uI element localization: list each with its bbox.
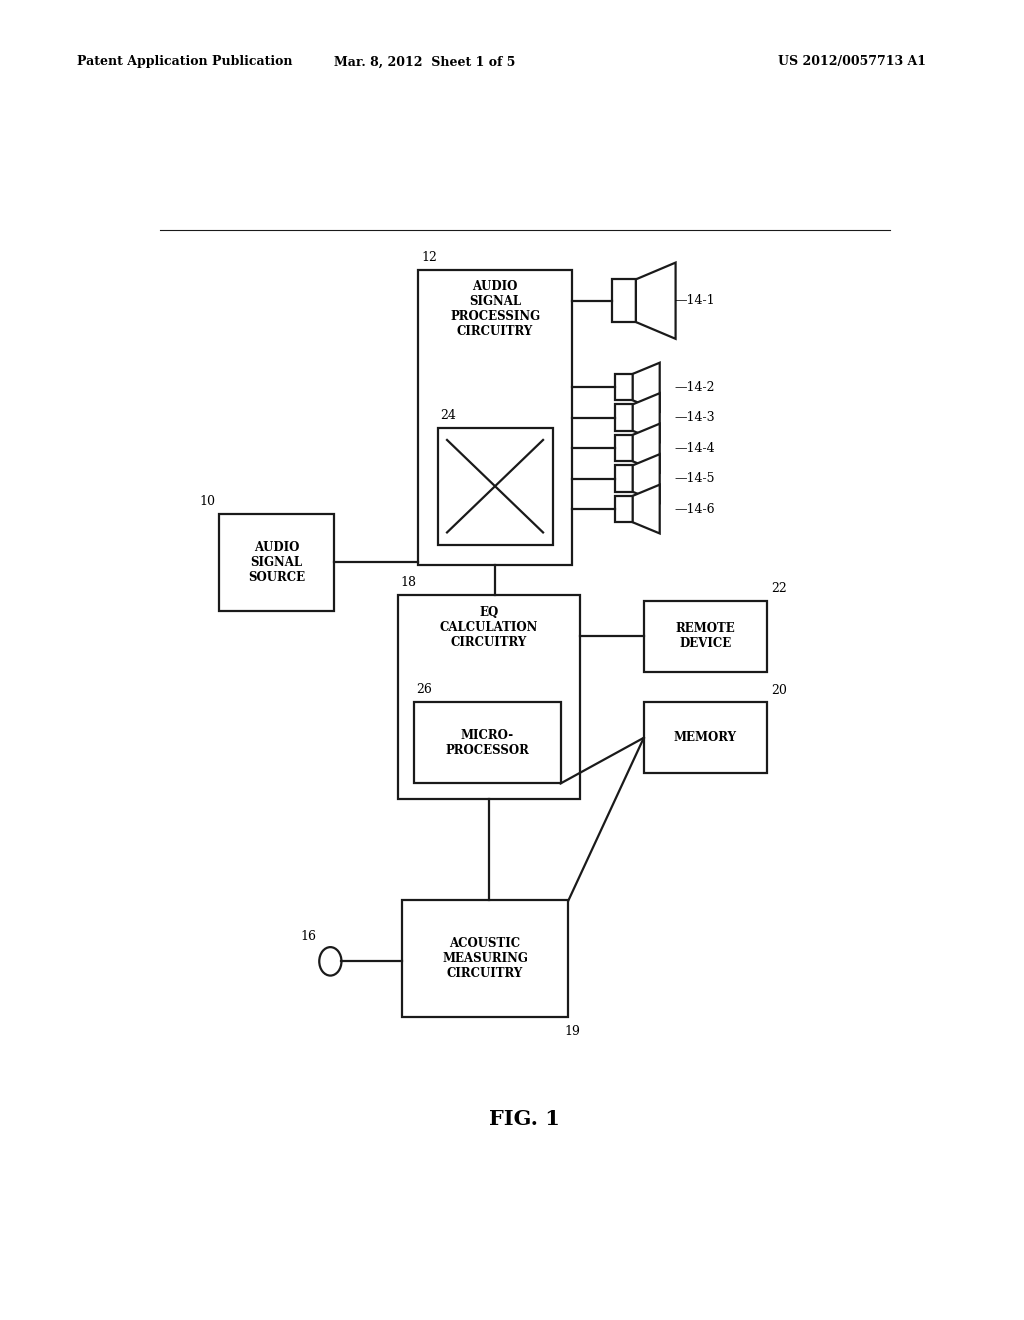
- Bar: [401, 900, 568, 1018]
- Text: Mar. 8, 2012  Sheet 1 of 5: Mar. 8, 2012 Sheet 1 of 5: [334, 55, 516, 69]
- Bar: [219, 515, 334, 611]
- Text: ACOUSTIC
MEASURING
CIRCUITRY: ACOUSTIC MEASURING CIRCUITRY: [442, 937, 528, 981]
- Text: —14-5: —14-5: [674, 473, 715, 484]
- Bar: [437, 428, 553, 545]
- Text: 16: 16: [300, 931, 316, 942]
- Bar: [644, 702, 767, 774]
- Bar: [644, 601, 767, 672]
- Polygon shape: [636, 263, 676, 339]
- Text: Patent Application Publication: Patent Application Publication: [77, 55, 292, 69]
- Text: MEMORY: MEMORY: [674, 731, 737, 744]
- Text: AUDIO
SIGNAL
PROCESSING
CIRCUITRY: AUDIO SIGNAL PROCESSING CIRCUITRY: [450, 280, 540, 338]
- Circle shape: [319, 948, 341, 975]
- Bar: [397, 595, 581, 799]
- Bar: [615, 466, 633, 492]
- Polygon shape: [633, 454, 659, 503]
- Text: 10: 10: [200, 495, 215, 508]
- Text: 20: 20: [771, 684, 786, 697]
- Text: 12: 12: [422, 251, 437, 264]
- Bar: [615, 496, 633, 523]
- Text: REMOTE
DEVICE: REMOTE DEVICE: [676, 622, 735, 651]
- Bar: [615, 404, 633, 430]
- Text: AUDIO
SIGNAL
SOURCE: AUDIO SIGNAL SOURCE: [248, 541, 305, 583]
- Text: MICRO-
PROCESSOR: MICRO- PROCESSOR: [445, 729, 529, 756]
- Text: —14-6: —14-6: [674, 503, 715, 516]
- Polygon shape: [633, 424, 659, 473]
- Text: —14-4: —14-4: [674, 442, 715, 454]
- Text: 22: 22: [771, 582, 786, 595]
- Bar: [615, 374, 633, 400]
- Polygon shape: [633, 484, 659, 533]
- Polygon shape: [633, 393, 659, 442]
- Bar: [418, 271, 572, 565]
- Text: FIG. 1: FIG. 1: [489, 1109, 560, 1129]
- Text: EQ
CALCULATION
CIRCUITRY: EQ CALCULATION CIRCUITRY: [440, 606, 539, 648]
- Text: 18: 18: [400, 577, 416, 589]
- Bar: [615, 434, 633, 461]
- Text: 24: 24: [440, 409, 456, 421]
- Bar: [612, 280, 636, 322]
- Text: US 2012/0057713 A1: US 2012/0057713 A1: [778, 55, 927, 69]
- Text: —14-1: —14-1: [674, 294, 715, 308]
- Bar: [414, 702, 560, 784]
- Text: —14-3: —14-3: [674, 411, 715, 424]
- Text: 19: 19: [564, 1026, 581, 1039]
- Text: —14-2: —14-2: [674, 380, 715, 393]
- Polygon shape: [633, 363, 659, 412]
- Text: 26: 26: [416, 682, 432, 696]
